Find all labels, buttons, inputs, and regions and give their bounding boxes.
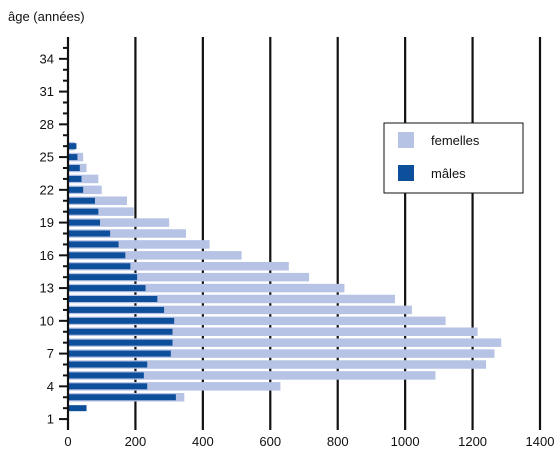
x-tick-label-200: 200	[125, 434, 147, 449]
bar-femelles-age-5	[68, 371, 436, 380]
bar-males-age-24	[68, 164, 80, 172]
y-tick-label-10: 10	[40, 313, 54, 328]
bar-femelles-age-23	[68, 174, 99, 184]
bar-males-age-4	[68, 383, 148, 390]
x-tick-label-1400: 1400	[526, 434, 555, 449]
x-tick-label-400: 400	[192, 434, 214, 449]
legend-label-males: mâles	[431, 166, 466, 181]
bar-males-age-12	[68, 295, 158, 303]
bar-femelles-age-4	[68, 382, 281, 391]
bar-males-age-15	[68, 263, 131, 270]
bar-femelles-age-15	[68, 261, 289, 271]
legend-swatch-males	[398, 165, 414, 181]
bar-femelles-age-19	[68, 218, 170, 227]
bar-femelles-age-10	[68, 316, 446, 326]
bar-males-age-21	[68, 197, 95, 204]
bar-males-age-2	[68, 405, 87, 412]
grid-lines	[134, 37, 542, 430]
bar-femelles-age-12	[68, 294, 396, 304]
y-tick-label-13: 13	[40, 281, 54, 296]
y-tick-label-16: 16	[40, 248, 54, 263]
y-tick-label-34: 34	[40, 51, 54, 66]
x-tick-label-0: 0	[64, 434, 71, 449]
bar-femelles-age-22	[68, 185, 102, 195]
y-tick-label-19: 19	[40, 215, 54, 230]
bar-males-age-16	[68, 252, 126, 259]
bar-males-age-7	[68, 350, 171, 357]
axes: 1 4 7 10 13 16 19 22 25 28 31 34 0 200 400 600 800 1000 12…	[40, 37, 555, 449]
bar-males-age-18	[68, 230, 111, 237]
x-tick-label-800: 800	[327, 434, 349, 449]
y-tick-label-1: 1	[47, 412, 54, 427]
bar-males-age-22	[68, 186, 84, 193]
bar-males-age-17	[68, 241, 119, 248]
bar-femelles-age-7	[68, 349, 495, 358]
bar-femelles-age-18	[68, 229, 186, 238]
bars	[68, 141, 502, 412]
bar-femelles-age-11	[68, 305, 412, 315]
bar-males-age-3	[68, 394, 176, 401]
y-tick-label-7: 7	[47, 346, 54, 361]
bar-males-age-11	[68, 306, 165, 313]
bar-males-age-6	[68, 361, 148, 368]
bar-males-age-25	[68, 154, 78, 161]
legend-label-femelles: femelles	[431, 133, 480, 148]
y-tick-label-4: 4	[47, 379, 54, 394]
bar-males-age-14	[68, 274, 138, 281]
bar-males-age-9	[68, 328, 173, 335]
bar-males-age-10	[68, 317, 175, 324]
bar-males-age-5	[68, 372, 144, 379]
bar-males-age-26	[68, 143, 77, 150]
bar-femelles-age-16	[68, 251, 242, 260]
bar-femelles-age-21	[68, 196, 127, 206]
bar-femelles-age-8	[68, 338, 502, 347]
legend-swatch-femelles	[398, 132, 414, 148]
bar-males-age-20	[68, 208, 99, 215]
bar-males-age-8	[68, 339, 173, 346]
y-tick-label-25: 25	[40, 150, 54, 165]
x-tick-label-600: 600	[259, 434, 281, 449]
y-axis-title: âge (années)	[8, 9, 85, 24]
bar-femelles-age-9	[68, 327, 478, 337]
x-tick-label-1000: 1000	[391, 434, 420, 449]
bar-males-age-13	[68, 285, 146, 292]
bar-males-age-23	[68, 175, 82, 182]
y-tick-label-22: 22	[40, 182, 54, 197]
bar-femelles-age-14	[68, 272, 310, 282]
y-tick-label-31: 31	[40, 84, 54, 99]
bar-femelles-age-13	[68, 283, 345, 293]
x-tick-label-1200: 1200	[458, 434, 487, 449]
bar-femelles-age-17	[68, 240, 210, 249]
y-tick-label-28: 28	[40, 117, 54, 132]
bar-males-age-19	[68, 219, 101, 226]
bar-femelles-age-6	[68, 360, 487, 369]
legend: femelles mâles	[383, 122, 524, 194]
bar-femelles-age-20	[68, 207, 134, 216]
